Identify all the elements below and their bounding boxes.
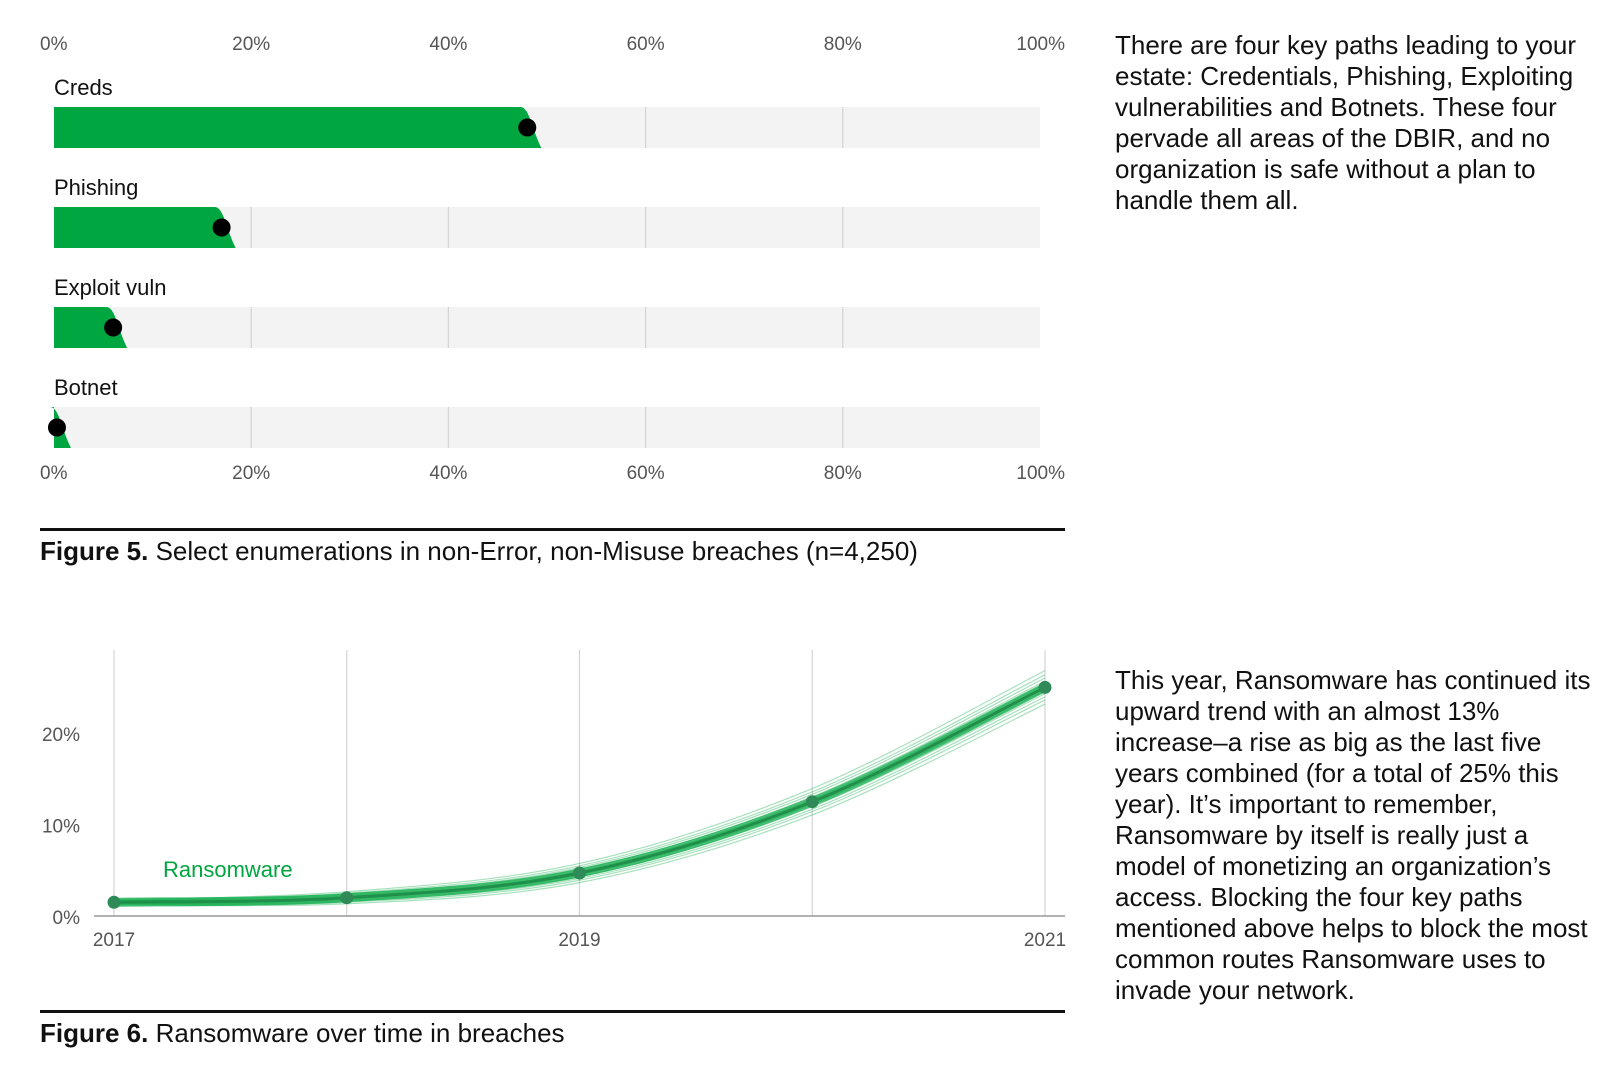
- x-tick-label: 2021: [1024, 930, 1066, 951]
- bar-point: [518, 118, 537, 137]
- figure5-caption: Figure 5. Select enumerations in non-Err…: [40, 528, 1065, 567]
- figure6-description: This year, Ransomware has continued its …: [1115, 665, 1591, 1005]
- bar-row: Botnet: [47, 375, 1040, 448]
- bottom-tick-label: 40%: [429, 463, 467, 484]
- line-points: [107, 680, 1052, 909]
- y-tick-label: 10%: [42, 817, 80, 838]
- top-tick-label: 0%: [40, 34, 68, 55]
- line-point: [340, 891, 354, 905]
- series-label-ransomware: Ransomware: [163, 857, 293, 882]
- bar: [54, 107, 542, 148]
- bar-row: Exploit vuln: [54, 275, 1040, 348]
- bottom-tick-label: 0%: [40, 463, 68, 484]
- bottom-tick-label: 60%: [627, 463, 665, 484]
- bottom-tick-label: 20%: [232, 463, 270, 484]
- figure5-caption-text: Select enumerations in non-Error, non-Mi…: [155, 536, 918, 566]
- bar-track: [54, 307, 1040, 348]
- figure6-caption: Figure 6. Ransomware over time in breach…: [40, 1010, 1065, 1049]
- bar: [54, 207, 236, 248]
- top-tick-label: 100%: [1016, 34, 1065, 55]
- bar-point: [104, 318, 123, 337]
- bottom-tick-label: 80%: [824, 463, 862, 484]
- bar-track: [54, 407, 1040, 448]
- figure5-caption-label: Figure 5.: [40, 536, 149, 566]
- bar-point: [47, 418, 66, 437]
- bar-category-label: Botnet: [54, 375, 118, 400]
- y-tick-label: 0%: [53, 908, 81, 929]
- bar-category-label: Creds: [54, 75, 113, 100]
- bar-row: Phishing: [54, 175, 1040, 248]
- y-tick-labels: 0% 10% 20%: [42, 725, 80, 929]
- grid-lines: [94, 650, 1065, 917]
- top-tick-label: 60%: [627, 34, 665, 55]
- figure5-chart: 0% 20% 40% 60% 80% 100% 0% 20% 40% 60% 80% 100% Cr…: [40, 34, 1065, 484]
- bottom-tick-labels: 0% 20% 40% 60% 80% 100%: [40, 463, 1065, 484]
- bar-rows: Creds Phishing Exploit vuln Botnet: [47, 75, 1040, 448]
- bottom-tick-label: 100%: [1016, 463, 1065, 484]
- top-tick-labels: 0% 20% 40% 60% 80% 100%: [40, 34, 1065, 55]
- top-tick-label: 40%: [429, 34, 467, 55]
- bar-category-label: Phishing: [54, 175, 138, 200]
- bar: [54, 307, 128, 348]
- top-tick-label: 20%: [232, 34, 270, 55]
- bar-category-label: Exploit vuln: [54, 275, 167, 300]
- x-tick-labels: 2017 2019 2021: [93, 930, 1066, 951]
- uncertainty-line: [113, 670, 1046, 901]
- line-point: [573, 866, 586, 880]
- figure6-caption-text: Ransomware over time in breaches: [155, 1018, 565, 1048]
- top-tick-label: 80%: [824, 34, 862, 55]
- bar-row: Creds: [54, 75, 1040, 148]
- y-tick-label: 20%: [42, 725, 80, 746]
- uncertainty-line: [113, 703, 1046, 907]
- figure5-description: There are four key paths leading to your…: [1115, 30, 1577, 215]
- figure6-caption-label: Figure 6.: [40, 1018, 149, 1048]
- x-tick-label: 2017: [93, 930, 135, 951]
- line-point: [805, 795, 819, 809]
- figure6-chart: 0% 10% 20% 2017 2019 2021 Ransomware: [42, 650, 1066, 951]
- x-tick-label: 2019: [558, 930, 600, 951]
- line-point: [1038, 680, 1052, 694]
- bar-point: [212, 218, 231, 237]
- line-point: [107, 895, 121, 909]
